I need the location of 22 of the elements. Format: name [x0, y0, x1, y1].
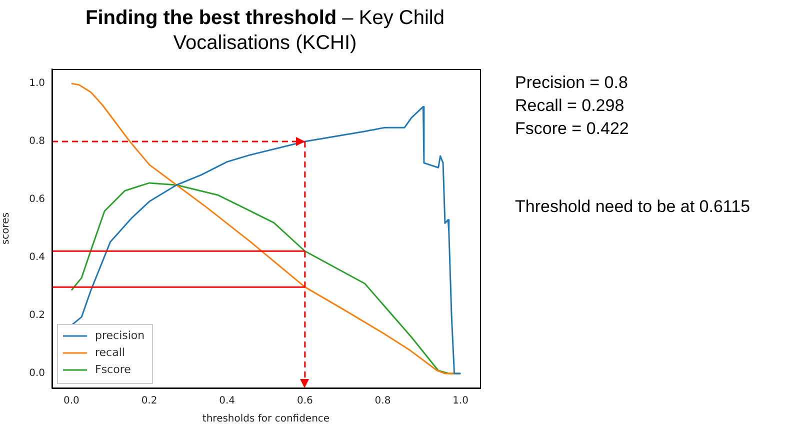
x-tick-label: 0.8 — [374, 396, 391, 407]
y-tick-label: 1.0 — [29, 78, 45, 90]
y-tick-label: 0.4 — [29, 252, 45, 264]
legend-label: recall — [95, 346, 125, 359]
text: Fscore = 0.422 — [515, 119, 630, 140]
y-tick-label: 0.2 — [29, 310, 45, 322]
x-tick-label: 0.4 — [219, 396, 236, 407]
legend-label: precision — [95, 328, 145, 342]
chart-title: Finding the best threshold – Key Child Vocalisations (KCHI) — [84, 6, 446, 56]
x-tick-label: 1.0 — [452, 396, 468, 407]
text: Precision = 0.8 — [515, 73, 629, 94]
x-tick-label: 0.6 — [296, 396, 313, 407]
y-axis-title: scores — [0, 212, 12, 245]
text: Threshold need to be at 0.6115 — [515, 197, 750, 218]
x-axis-title: thresholds for confidence — [202, 414, 330, 425]
y-tick-label: 0.8 — [29, 136, 45, 148]
x-tick-label: 0.2 — [141, 396, 158, 407]
legend-label: Fscore — [95, 362, 132, 376]
y-tick-label: 0.0 — [29, 368, 45, 380]
text: Recall = 0.298 — [515, 96, 626, 117]
y-tick-label: 0.6 — [29, 194, 45, 206]
x-tick-label: 0.0 — [64, 396, 80, 407]
